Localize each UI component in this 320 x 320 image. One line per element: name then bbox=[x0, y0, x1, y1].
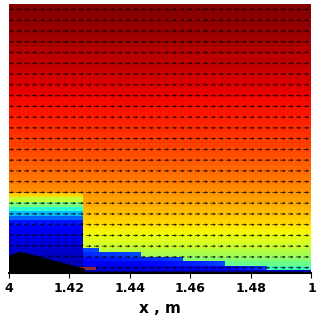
X-axis label: x , m: x , m bbox=[139, 301, 181, 316]
Polygon shape bbox=[9, 252, 84, 273]
Polygon shape bbox=[66, 267, 96, 270]
